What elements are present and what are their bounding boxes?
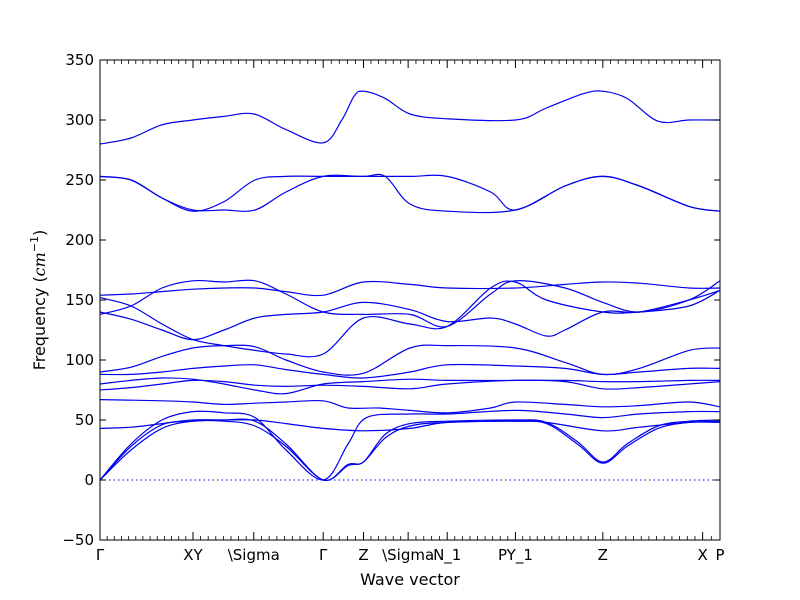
x-tick-label: \Sigma <box>382 546 434 564</box>
x-tick-label: Γ <box>96 546 105 564</box>
y-tick-label: 0 <box>84 471 94 489</box>
y-tick-label: −50 <box>62 531 94 549</box>
y-axis-label-unit: cm <box>30 252 49 276</box>
plot-frame <box>99 59 721 541</box>
phonon-band-7 <box>99 377 721 395</box>
y-tick-label: 300 <box>65 111 94 129</box>
phonon-band-9 <box>99 344 721 376</box>
x-tick-label: P <box>715 546 724 564</box>
y-tick-label: 350 <box>65 51 94 69</box>
phonon-band-6 <box>99 379 721 391</box>
y-tick-label: 100 <box>65 351 94 369</box>
y-axis-label: Frequency (cm−1) <box>28 230 49 371</box>
x-axis-label: Wave vector <box>360 570 460 589</box>
phonon-band-13 <box>99 280 721 297</box>
phonon-band-5 <box>99 399 721 414</box>
x-tick-label: PY_1 <box>498 546 533 565</box>
x-tick-label: Γ <box>319 546 328 564</box>
phonon-band-2 <box>99 418 721 482</box>
y-axis-label-text: Frequency ( <box>30 276 49 370</box>
x-tick-label: N_1 <box>433 546 461 565</box>
phonon-band-16 <box>99 90 721 145</box>
x-tick-label: XY <box>183 546 203 564</box>
y-axis-label-close: ) <box>30 230 49 236</box>
phonon-band-11 <box>99 280 721 358</box>
y-tick-label: 150 <box>65 291 94 309</box>
x-tick-label: X <box>697 546 707 564</box>
phonon-band-12 <box>99 279 721 328</box>
y-tick-label: 200 <box>65 231 94 249</box>
phonon-band-3 <box>99 409 721 481</box>
y-tick-label: 50 <box>75 411 94 429</box>
y-tick-label: 250 <box>65 171 94 189</box>
x-tick-label: \Sigma <box>228 546 280 564</box>
y-axis-label-exponent: −1 <box>28 236 41 252</box>
x-tick-label: Z <box>598 546 608 564</box>
x-tick-label: Z <box>358 546 368 564</box>
phonon-band-4 <box>99 419 721 432</box>
phonon-band-15 <box>99 174 721 212</box>
plot-area <box>100 60 720 540</box>
